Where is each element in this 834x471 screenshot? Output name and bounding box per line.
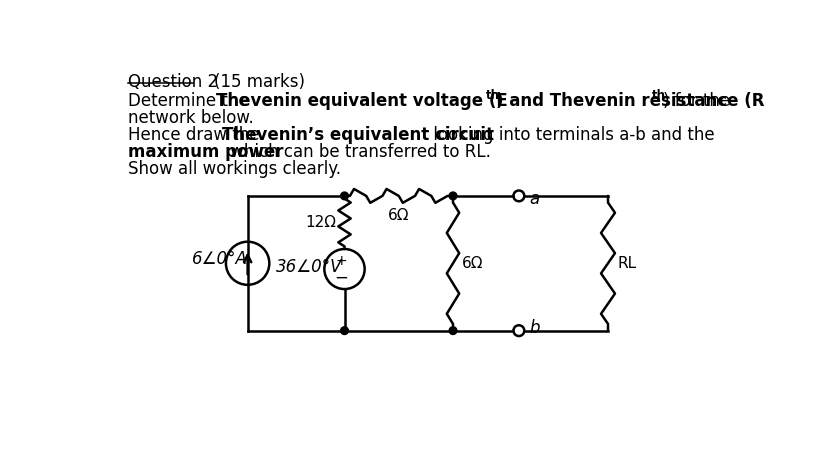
Text: Thevenin’s equivalent circuit: Thevenin’s equivalent circuit xyxy=(222,126,494,144)
Text: Thevenin equivalent voltage (E: Thevenin equivalent voltage (E xyxy=(216,92,508,110)
Circle shape xyxy=(450,327,457,334)
Text: +: + xyxy=(335,253,347,268)
Text: 6Ω: 6Ω xyxy=(462,256,484,271)
Text: ) and Thevenin resistance (R: ) and Thevenin resistance (R xyxy=(496,92,765,110)
Text: 12Ω: 12Ω xyxy=(306,215,337,230)
Text: (15 marks): (15 marks) xyxy=(193,73,304,91)
Text: Hence draw the: Hence draw the xyxy=(128,126,264,144)
Text: Question 2: Question 2 xyxy=(128,73,218,91)
Text: maximum power: maximum power xyxy=(128,143,283,161)
Text: 6Ω: 6Ω xyxy=(388,208,409,223)
Circle shape xyxy=(340,327,349,334)
Text: network below.: network below. xyxy=(128,109,254,127)
Circle shape xyxy=(340,192,349,200)
Text: Show all workings clearly.: Show all workings clearly. xyxy=(128,160,340,178)
Text: looking into terminals a-b and the: looking into terminals a-b and the xyxy=(428,126,715,144)
Text: Determine the: Determine the xyxy=(128,92,254,110)
Text: b: b xyxy=(530,318,540,337)
Text: th: th xyxy=(652,89,666,102)
Circle shape xyxy=(450,192,457,200)
Text: RL: RL xyxy=(617,256,636,271)
Text: 6∠0°A: 6∠0°A xyxy=(192,250,248,268)
Text: a: a xyxy=(530,190,540,208)
Text: ) for the: ) for the xyxy=(663,92,730,110)
Text: which can be transferred to RL.: which can be transferred to RL. xyxy=(225,143,491,161)
Text: −: − xyxy=(334,268,349,286)
Text: 36∠0°V: 36∠0°V xyxy=(276,259,343,276)
Text: th: th xyxy=(485,89,500,102)
